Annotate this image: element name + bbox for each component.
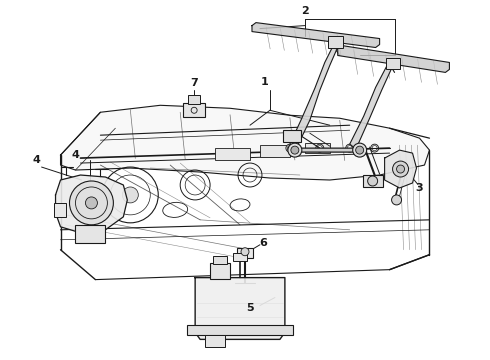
Polygon shape — [252, 23, 380, 48]
Text: 6: 6 — [259, 238, 267, 248]
Text: 1: 1 — [261, 77, 269, 87]
Bar — [210, 263, 230, 279]
Circle shape — [396, 165, 405, 173]
Polygon shape — [295, 148, 365, 152]
Text: 5: 5 — [246, 302, 254, 312]
Bar — [283, 130, 301, 142]
Circle shape — [347, 146, 352, 150]
Circle shape — [291, 146, 299, 154]
Circle shape — [85, 197, 98, 209]
Polygon shape — [290, 39, 340, 148]
Circle shape — [286, 144, 294, 152]
Bar — [53, 203, 66, 217]
Text: 2: 2 — [301, 6, 309, 15]
Circle shape — [318, 146, 322, 150]
Polygon shape — [385, 150, 416, 188]
Bar — [205, 336, 225, 347]
Bar — [305, 143, 330, 153]
Bar — [188, 95, 200, 104]
Circle shape — [392, 161, 409, 177]
Text: 4: 4 — [33, 155, 41, 165]
Bar — [183, 103, 205, 117]
Circle shape — [287, 146, 293, 150]
Text: 7: 7 — [190, 78, 198, 88]
Circle shape — [368, 176, 378, 186]
Polygon shape — [338, 45, 449, 72]
Bar — [75, 225, 105, 243]
Bar — [215, 148, 250, 160]
Circle shape — [241, 248, 249, 256]
Polygon shape — [195, 278, 285, 339]
Bar — [386, 58, 399, 69]
Circle shape — [372, 146, 377, 150]
Text: 4: 4 — [72, 150, 79, 160]
Polygon shape — [55, 175, 127, 233]
Circle shape — [356, 146, 364, 154]
Polygon shape — [350, 64, 392, 148]
Circle shape — [392, 195, 401, 205]
Bar — [260, 145, 290, 157]
Bar — [213, 256, 227, 264]
Bar — [237, 248, 253, 258]
Circle shape — [370, 144, 379, 152]
Bar — [233, 253, 247, 261]
Bar — [187, 325, 293, 336]
Circle shape — [316, 144, 324, 152]
Circle shape — [70, 181, 113, 225]
Circle shape — [288, 143, 302, 157]
Bar — [328, 36, 343, 48]
Polygon shape — [61, 105, 429, 180]
Circle shape — [353, 143, 367, 157]
Circle shape — [122, 187, 138, 203]
Bar — [363, 175, 383, 187]
Circle shape — [346, 144, 354, 152]
Text: 3: 3 — [416, 183, 423, 193]
